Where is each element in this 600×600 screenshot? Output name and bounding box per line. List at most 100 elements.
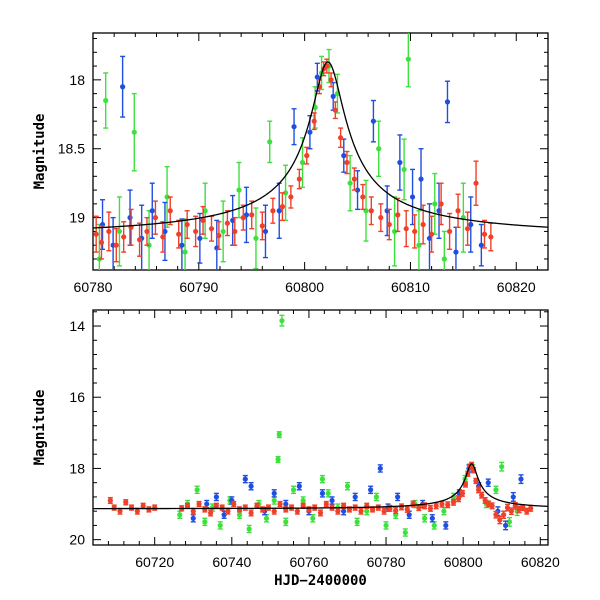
data-point-red — [455, 193, 461, 228]
model-curve — [93, 61, 548, 229]
data-point-green — [506, 516, 513, 527]
data-point-green — [402, 528, 408, 537]
data-point-red — [479, 491, 485, 499]
data-point-red — [398, 503, 405, 511]
data-point-green — [103, 72, 109, 129]
data-point-red — [368, 196, 374, 226]
data-point-red — [464, 211, 471, 246]
data-point-red — [403, 210, 409, 248]
data-point-red — [323, 500, 329, 508]
x-tick-label: 60760 — [289, 554, 328, 570]
data-point-red — [317, 509, 324, 517]
y-tick-label: 20 — [69, 532, 85, 548]
data-point-red — [260, 506, 266, 513]
x-tick-label: 60780 — [367, 554, 406, 570]
data-point-red — [107, 496, 113, 505]
data-point-green — [416, 210, 422, 270]
data-point-red — [248, 509, 254, 517]
data-point-blue — [368, 485, 374, 495]
data-point-red — [501, 510, 507, 519]
data-point-blue — [468, 196, 474, 253]
data-point-red — [249, 200, 255, 230]
data-point-red — [404, 505, 410, 513]
data-point-red — [445, 501, 451, 509]
data-point-green — [299, 137, 306, 189]
data-point-red — [184, 502, 191, 510]
data-point-green — [347, 154, 353, 212]
y-tick-label: 18 — [69, 460, 85, 476]
data-point-green — [363, 179, 369, 242]
data-point-blue — [120, 55, 126, 118]
data-point-green — [279, 314, 285, 327]
y-tick-label: 14 — [69, 318, 85, 334]
data-point-blue — [213, 492, 219, 502]
x-tick-label: 60810 — [391, 279, 430, 295]
y-axis-label: Magnitude — [32, 390, 48, 466]
plot-frame — [92, 32, 549, 271]
data-point-red — [504, 503, 511, 512]
data-point-red — [459, 489, 465, 497]
data-point-green — [263, 514, 270, 523]
x-tick-label: 60740 — [212, 554, 251, 570]
data-point-blue — [370, 99, 377, 143]
data-point-red — [219, 504, 225, 511]
data-point-red — [450, 498, 457, 506]
y-tick-label: 18.5 — [58, 141, 85, 157]
data-point-red — [152, 200, 159, 235]
data-point-blue — [409, 168, 416, 226]
data-point-blue — [242, 474, 248, 484]
data-point-blue — [518, 474, 524, 485]
data-point-red — [232, 216, 238, 246]
data-point-green — [344, 481, 351, 491]
data-layer — [93, 33, 494, 270]
data-point-red — [270, 197, 276, 224]
data-point-green — [267, 120, 273, 164]
data-point-blue — [329, 496, 335, 505]
data-point-red — [242, 504, 248, 511]
data-point-red — [294, 507, 300, 515]
data-point-red — [338, 127, 344, 149]
data-point-red — [140, 502, 146, 510]
data-point-red — [386, 208, 392, 241]
data-point-red — [128, 208, 134, 246]
data-point-red — [311, 112, 317, 131]
data-point-red — [144, 216, 150, 246]
y-tick-label: 18 — [69, 72, 85, 88]
data-point-blue — [243, 186, 250, 244]
data-point-red — [236, 506, 243, 513]
data-point-red — [393, 506, 399, 515]
data-point-green — [310, 514, 316, 523]
data-point-red — [358, 507, 364, 515]
data-point-red — [98, 225, 105, 260]
x-tick-label: 60820 — [521, 554, 560, 570]
data-point-blue — [296, 481, 302, 491]
data-point-red — [128, 504, 135, 511]
data-point-red — [328, 72, 334, 88]
data-point-green — [405, 33, 411, 88]
data-point-red — [202, 506, 208, 513]
data-point-red — [516, 505, 522, 514]
data-point-green — [217, 521, 223, 530]
data-point-red — [123, 499, 129, 506]
data-point-red — [279, 192, 286, 222]
data-point-red — [213, 502, 219, 510]
data-point-red — [208, 509, 214, 517]
x-tick-label: 60790 — [179, 279, 218, 295]
x-tick-label: 60800 — [285, 279, 324, 295]
data-point-green — [383, 521, 389, 530]
data-point-green — [499, 461, 505, 472]
data-point-green — [493, 485, 499, 495]
data-point-red — [216, 221, 222, 251]
data-point-red — [106, 211, 112, 252]
data-point-red — [427, 504, 433, 512]
bottom-panel: 60720 60740 60760 60780 60800 60820 14 16 18 20 Ma… — [32, 309, 560, 589]
data-point-red — [412, 214, 418, 249]
data-point-red — [113, 227, 119, 263]
data-point-green — [220, 200, 226, 263]
data-point-blue — [354, 170, 361, 211]
data-point-blue — [197, 212, 203, 264]
data-point-blue — [510, 491, 516, 502]
data-point-green — [460, 182, 466, 253]
data-point-red — [277, 500, 283, 508]
